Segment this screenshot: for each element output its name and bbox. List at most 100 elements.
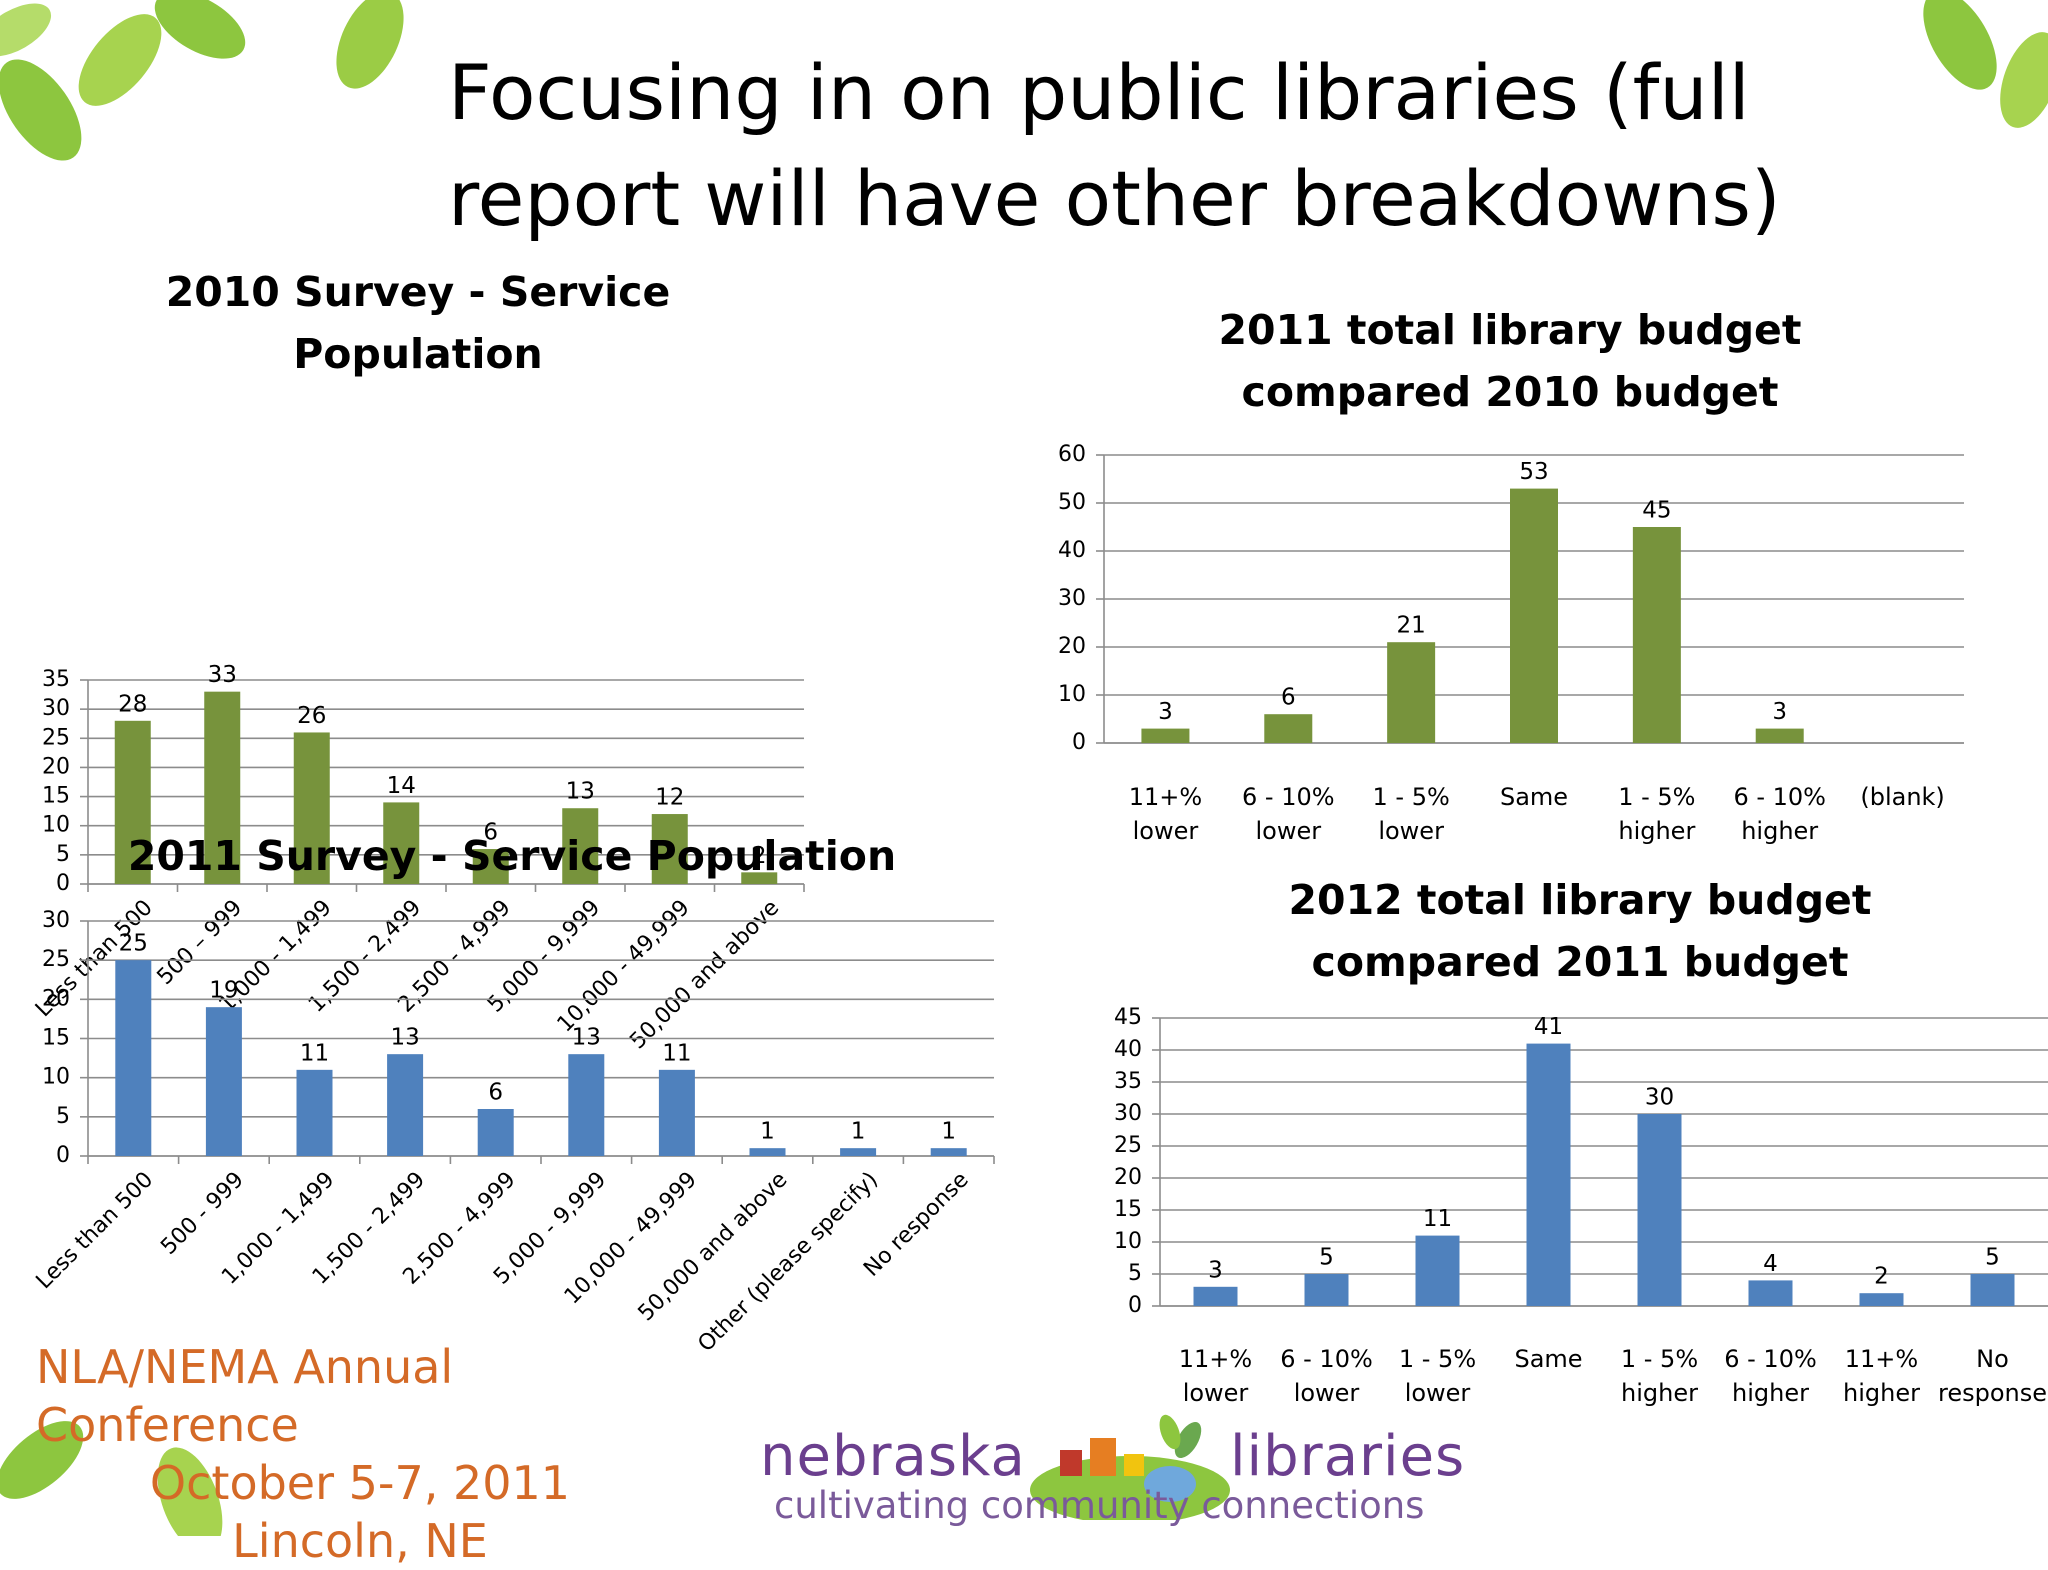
y-tick-label: 30 (42, 696, 70, 721)
bar (1304, 1274, 1349, 1306)
y-tick-label: 10 (42, 1065, 70, 1090)
leaf-decoration-top-right (1923, 0, 2048, 128)
slide-title-line1: Focusing in on public libraries (full (448, 48, 1750, 137)
data-label: 11 (300, 1040, 329, 1066)
bar (1264, 714, 1313, 743)
bar (1193, 1286, 1238, 1306)
bar (296, 1069, 333, 1156)
nebraska-libraries-logo: nebraska libraries cultivating community… (760, 1410, 1464, 1536)
y-tick-label: 0 (56, 871, 70, 896)
slide-title-line2: report will have other breakdowns) (448, 154, 1781, 243)
data-label: 21 (1397, 613, 1426, 639)
chart-title-line: Population (293, 330, 542, 378)
y-tick-label: 15 (42, 1026, 70, 1051)
chart-2012-budget-comparison: 2012 total library budget compared 2011 b… (1114, 876, 2048, 1407)
bar (383, 802, 420, 884)
leaf-icon (0, 59, 82, 161)
chart-2010-service-population: 2010 Survey - Service Population 0 5 10 15 20 2… (31, 268, 805, 1054)
category-label: Other (please specify) (693, 1167, 883, 1357)
data-label: 1 (941, 1119, 956, 1145)
data-label: 28 (118, 691, 147, 717)
data-label: 5 (1319, 1245, 1334, 1271)
bar (568, 1054, 605, 1156)
logo-landscape-icon (1030, 1414, 1230, 1520)
data-label: 11 (1423, 1206, 1452, 1232)
data-label: 25 (119, 931, 148, 957)
y-tick-label: 5 (56, 842, 70, 867)
y-tick-label: 20 (42, 986, 70, 1011)
category-label: 1 - 5% (1618, 783, 1695, 811)
data-label: 2 (752, 843, 767, 869)
bar (1526, 1043, 1571, 1306)
data-label: 33 (208, 662, 237, 688)
y-tick-label: 0 (1072, 730, 1086, 755)
leaf-icon (157, 1447, 223, 1536)
bar (749, 1148, 786, 1156)
data-label: 41 (1534, 1014, 1563, 1040)
slide-title: Focusing in on public libraries (full re… (448, 40, 1848, 252)
data-label: 13 (572, 1025, 601, 1051)
y-tick-label: 35 (42, 667, 70, 692)
data-label: 2 (1874, 1264, 1889, 1290)
data-label: 6 (1281, 685, 1296, 711)
chart-title-line: 2012 total library budget (1289, 876, 1872, 924)
y-tick-label: 0 (1128, 1293, 1142, 1318)
category-label: 6 - 10% (1733, 783, 1826, 811)
bar (293, 732, 330, 884)
category-label: response (1938, 1379, 2047, 1407)
category-label: 11+% (1129, 783, 1202, 811)
category-label: Same (1500, 783, 1568, 811)
data-label: 1 (851, 1119, 866, 1145)
y-tick-label: 35 (1114, 1069, 1142, 1094)
data-label: 19 (209, 978, 238, 1004)
chart-title-line: compared 2010 budget (1242, 368, 1779, 416)
logo-word-libraries: libraries (1230, 1424, 1466, 1489)
data-label: 3 (1208, 1257, 1223, 1283)
category-label: 6 - 10% (1242, 783, 1335, 811)
conference-location: Lincoln, NE (232, 1514, 488, 1568)
category-label: higher (1621, 1379, 1698, 1407)
y-tick-label: 50 (1058, 490, 1086, 515)
category-label: 1 - 5% (1621, 1345, 1698, 1373)
data-label: 45 (1642, 498, 1671, 524)
data-label: 6 (483, 820, 498, 846)
data-label: 3 (1772, 699, 1787, 725)
bar (477, 1109, 514, 1156)
leaf-icon (0, 3, 52, 57)
y-tick-label: 15 (42, 784, 70, 809)
category-label: lower (1133, 817, 1199, 845)
leaf-icon (78, 14, 162, 106)
data-label: 4 (1763, 1251, 1778, 1277)
y-tick-label: 10 (1058, 682, 1086, 707)
category-label: lower (1378, 817, 1444, 845)
y-tick-label: 25 (1114, 1133, 1142, 1158)
category-label: 6 - 10% (1280, 1345, 1373, 1373)
data-label: 13 (566, 779, 595, 805)
y-tick-label: 10 (1114, 1229, 1142, 1254)
category-label: 6 - 10% (1724, 1345, 1817, 1373)
category-label: No (1976, 1345, 2009, 1373)
y-tick-label: 60 (1058, 442, 1086, 467)
data-label: 5 (1985, 1245, 2000, 1271)
bar (840, 1148, 877, 1156)
conference-info: NLA/NEMA Annual Conference October 5-7, … (20, 1338, 700, 1570)
category-label: Same (1514, 1345, 1582, 1373)
category-label: higher (1618, 817, 1695, 845)
leaf-icon (154, 0, 246, 59)
y-tick-label: 30 (1114, 1101, 1142, 1126)
leaf-icon (336, 0, 404, 89)
y-tick-label: 30 (42, 908, 70, 933)
category-label: lower (1405, 1379, 1471, 1407)
bar (1387, 642, 1436, 743)
chart-title-line: 2011 Survey - Service Population (128, 832, 896, 880)
bar (204, 691, 241, 884)
bar (1637, 1114, 1682, 1306)
y-tick-label: 20 (1058, 634, 1086, 659)
data-label: 11 (662, 1040, 691, 1066)
conference-dates: October 5-7, 2011 (149, 1456, 571, 1510)
bar (1510, 488, 1558, 743)
category-label: Less than 500 (31, 1167, 158, 1294)
category-label: lower (1255, 817, 1321, 845)
bar (1859, 1293, 1904, 1306)
category-label: 11+% (1179, 1345, 1252, 1373)
